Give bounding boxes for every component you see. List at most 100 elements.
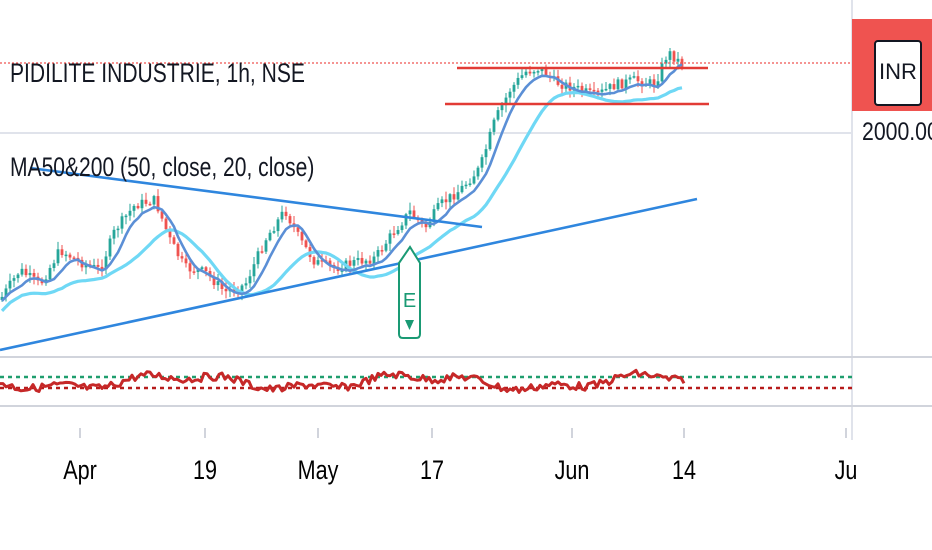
currency-text: INR <box>879 59 917 84</box>
candle-body <box>32 273 36 277</box>
candle-body <box>60 249 64 256</box>
candle-body <box>24 268 28 276</box>
candle-body <box>660 63 664 82</box>
candle-body <box>372 256 376 264</box>
candle-body <box>360 257 364 264</box>
candle-body <box>0 296 4 300</box>
candle-body <box>488 131 492 150</box>
candle-body <box>152 196 156 205</box>
candle-body <box>212 276 216 286</box>
candle-body <box>516 77 520 85</box>
candle-body <box>512 84 516 92</box>
candle-body <box>396 230 400 234</box>
candle-body <box>40 280 44 284</box>
candle-body <box>264 240 268 252</box>
candle-body <box>452 194 456 200</box>
candle-body <box>348 260 352 266</box>
candle-body <box>664 59 668 64</box>
x-tick-label: 17 <box>419 455 445 485</box>
candle-body <box>260 251 264 253</box>
candle-body <box>540 67 544 72</box>
candle-body <box>412 210 416 218</box>
candle-body <box>180 256 184 259</box>
candle-body <box>640 81 644 86</box>
candle-body <box>160 211 164 219</box>
candle-body <box>676 58 680 62</box>
candle-body <box>440 199 444 204</box>
x-tick-label: 14 <box>671 455 697 485</box>
candle-body <box>532 71 536 74</box>
candle-body <box>320 260 324 262</box>
earnings-event-marker[interactable]: E <box>398 245 421 339</box>
candle-body <box>392 233 396 235</box>
candle-body <box>616 79 620 90</box>
candle-body <box>196 269 200 272</box>
descending-trendline <box>29 166 483 229</box>
candle-body <box>408 210 412 215</box>
candle-body <box>224 288 228 292</box>
candle-body <box>184 258 188 264</box>
candle-body <box>352 260 356 266</box>
candle-body <box>48 267 52 280</box>
candle-body <box>148 203 152 206</box>
candle-body <box>72 257 76 260</box>
candle-body <box>436 203 440 210</box>
candle-body <box>168 229 172 238</box>
candle-body <box>632 76 636 78</box>
candle-body <box>508 91 512 98</box>
candle-body <box>596 90 600 93</box>
x-tick-label: May <box>297 455 339 485</box>
candle-body <box>484 149 488 158</box>
candle-body <box>20 268 24 275</box>
candle-body <box>364 260 368 264</box>
candle-body <box>4 288 8 297</box>
candle-body <box>64 254 68 257</box>
currency-label[interactable]: INR <box>874 40 922 106</box>
candle-body <box>544 67 548 76</box>
x-tick-label: Jun <box>554 455 590 485</box>
candle-body <box>380 250 384 252</box>
candle-body <box>84 264 88 268</box>
candle-body <box>500 105 504 111</box>
candle-body <box>600 89 604 92</box>
candle-body <box>112 229 116 239</box>
candle-body <box>192 271 196 273</box>
candle-body <box>328 260 332 265</box>
candle-body <box>240 285 244 293</box>
candle-body <box>304 240 308 248</box>
candle-body <box>636 76 640 82</box>
candle-body <box>100 266 104 270</box>
candle-body <box>272 231 276 233</box>
candle-body <box>136 205 140 209</box>
ascending-trendline <box>0 197 698 352</box>
candle-body <box>464 184 468 187</box>
candle-body <box>172 237 176 244</box>
candle-body <box>448 194 452 203</box>
x-tick-label: 19 <box>192 455 218 485</box>
candle-body <box>316 260 320 265</box>
candle-body <box>468 183 472 185</box>
candlestick-series <box>0 48 684 302</box>
candle-body <box>252 264 256 277</box>
candle-body <box>52 263 56 268</box>
x-tick-label: Ju <box>834 455 858 485</box>
candle-body <box>92 264 96 267</box>
event-marker-letter: E <box>403 290 416 312</box>
candle-body <box>284 211 288 217</box>
candle-body <box>620 79 624 89</box>
candle-body <box>652 79 656 87</box>
candle-body <box>216 281 220 286</box>
candle-body <box>12 278 16 281</box>
candle-body <box>460 185 464 193</box>
candle-body <box>580 85 584 92</box>
candle-body <box>504 97 508 106</box>
candle-body <box>276 219 280 232</box>
candle-body <box>288 216 292 224</box>
candle-body <box>256 251 260 265</box>
candle-body <box>312 257 316 265</box>
candle-body <box>672 51 676 62</box>
candle-body <box>476 167 480 177</box>
candle-body <box>108 238 112 257</box>
indicator-legend[interactable]: MA50&200 (50, close, 20, close) <box>10 152 315 182</box>
